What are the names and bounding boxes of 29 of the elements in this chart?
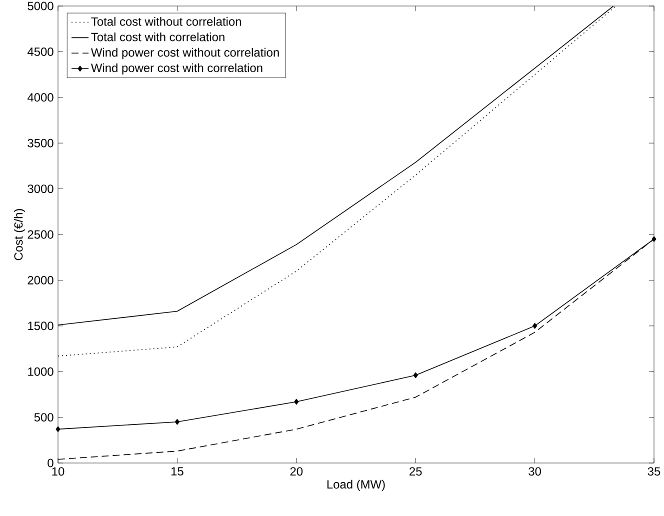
point xyxy=(532,323,538,329)
x-tick-label: 35 xyxy=(648,467,660,476)
x-tick-label: 25 xyxy=(410,467,422,476)
y-tick-label: 1500 xyxy=(28,322,54,330)
y-tick-label: 500 xyxy=(34,413,54,422)
y-tick-label: 4000 xyxy=(28,93,54,102)
y-tick-label: 2500 xyxy=(28,230,54,239)
x-tick-label: 10 xyxy=(52,467,64,476)
legend-label: Wind power cost with correlation xyxy=(90,63,262,75)
x-axis-title: Load (MW) xyxy=(327,480,385,491)
legend-label: Total cost with correlation xyxy=(91,32,224,42)
y-axis-title: Cost (€/h) xyxy=(14,209,26,260)
point xyxy=(174,418,180,425)
y-tick-label: 3500 xyxy=(28,138,54,148)
point xyxy=(56,426,60,432)
x-tick-label: 20 xyxy=(290,467,303,476)
y-tick-label: 5000 xyxy=(28,2,54,10)
x-tick-label: 30 xyxy=(528,467,541,476)
x-tick-label: 15 xyxy=(171,467,184,476)
y-tick-label: 0 xyxy=(48,458,54,468)
y-tick-label: 1000 xyxy=(28,367,54,376)
legend-label: Wind power cost without correlation xyxy=(90,48,279,60)
point xyxy=(652,236,656,242)
y-tick-label: 2000 xyxy=(28,276,54,284)
point xyxy=(413,372,418,378)
point xyxy=(294,398,299,405)
y-tick-label: 3000 xyxy=(28,184,54,194)
y-tick-label: 4500 xyxy=(28,47,54,56)
legend-label: Total cost without correlation xyxy=(91,17,241,26)
